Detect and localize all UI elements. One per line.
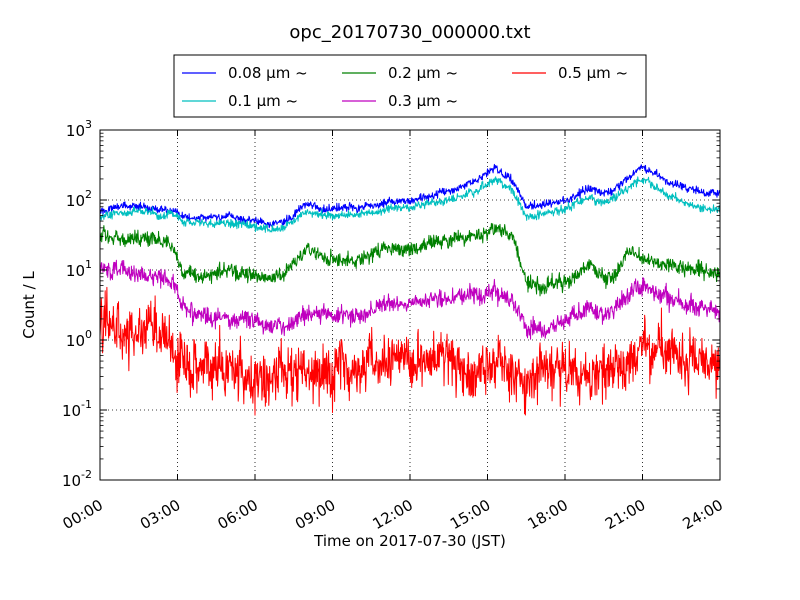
x-tick-label: 06:00 [215,496,261,533]
x-tick-label: 18:00 [525,496,571,533]
series-line [99,259,721,340]
legend: 0.08 μm ~ 0.1 μm ~ 0.2 μm ~ 0.3 μm ~ 0.5 μm … [173,54,647,118]
series-line [99,286,721,416]
x-tick-label: 12:00 [370,496,416,533]
legend-entry-label: 0.08 μm ~ [228,64,308,82]
series-layer [99,163,721,416]
y-tick-label: 101 [66,258,92,280]
y-tick-label: 102 [66,188,92,210]
legend-entry-label: 0.5 μm ~ [558,64,628,82]
x-tick-label: 00:00 [60,496,106,533]
x-tick-label: 24:00 [680,496,726,533]
y-tick-label: 10-1 [62,398,92,420]
series-line [99,176,721,233]
y-tick-label: 100 [66,328,92,350]
grid [100,130,720,480]
x-tick-label: 09:00 [292,496,338,533]
x-tick-label: 03:00 [137,496,183,533]
x-tick-labels: 00:00 03:00 06:00 09:00 12:00 15:00 18:00 21:00… [60,496,726,533]
legend-frame [173,54,647,118]
y-tick-label: 103 [66,118,92,140]
x-axis-label: Time on 2017-07-30 (JST) [313,532,506,550]
y-tick-label: 10-2 [62,468,92,490]
x-tick-label: 15:00 [447,496,493,533]
legend-entry-label: 0.2 μm ~ [388,64,458,82]
legend-entry-label: 0.3 μm ~ [388,92,458,110]
chart-title: opc_20170730_000000.txt [289,22,530,43]
series-line [99,222,721,297]
y-tick-labels: 10-2 10-1 100 101 102 103 [62,118,92,490]
legend-entry-label: 0.1 μm ~ [228,92,298,110]
y-axis-label: Count / L [20,271,38,339]
series-line [99,163,721,229]
ticks [99,129,721,481]
x-tick-label: 21:00 [602,496,648,533]
